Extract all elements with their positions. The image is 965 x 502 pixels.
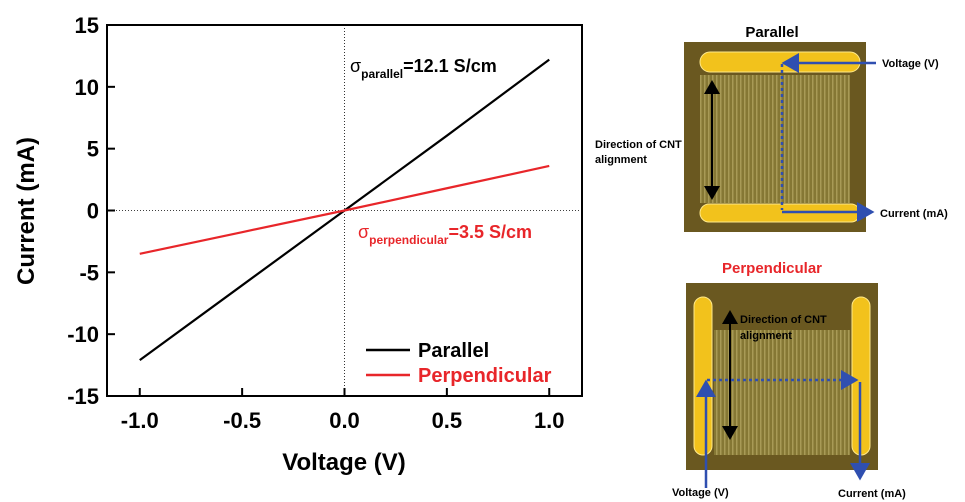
y-tick-label: -15 xyxy=(67,384,99,409)
annotation-subscript: parallel xyxy=(361,67,403,81)
voltage-label: Voltage (V) xyxy=(672,487,729,499)
direction-label: Direction of CNT xyxy=(595,139,682,151)
panel-title: Parallel xyxy=(745,24,798,41)
x-tick-label: 0.0 xyxy=(329,408,360,433)
legend-label: Parallel xyxy=(418,340,489,362)
legend-label: Perpendicular xyxy=(418,365,552,387)
annotation-symbol: σ xyxy=(350,56,361,76)
x-tick-label: -1.0 xyxy=(121,408,159,433)
current-label: Current (mA) xyxy=(838,488,906,500)
annotation-text: =12.1 S/cm xyxy=(403,56,497,76)
current-label: Current (mA) xyxy=(880,208,948,220)
cnt-film xyxy=(700,75,850,203)
x-axis-label: Voltage (V) xyxy=(282,449,406,476)
y-tick-label: 5 xyxy=(87,137,99,162)
y-tick-label: 0 xyxy=(87,199,99,224)
y-axis-label: Current (mA) xyxy=(13,137,40,285)
y-tick-label: 15 xyxy=(75,13,99,38)
annotation-subscript: perpendicular xyxy=(369,233,449,247)
y-tick-label: -10 xyxy=(67,322,99,347)
y-tick-label: 10 xyxy=(75,75,99,100)
annotation: σperpendicular=3.5 S/cm xyxy=(358,222,532,247)
annotation-symbol: σ xyxy=(358,222,369,242)
x-tick-label: -0.5 xyxy=(223,408,261,433)
direction-label: alignment xyxy=(740,330,792,342)
panel-title: Perpendicular xyxy=(722,260,822,277)
voltage-label: Voltage (V) xyxy=(882,58,939,70)
electrode xyxy=(693,296,713,456)
cnt-film xyxy=(714,330,850,455)
y-tick-label: -5 xyxy=(79,260,99,285)
series-line xyxy=(139,164,550,255)
direction-label: Direction of CNT xyxy=(740,314,827,326)
annotation: σparallel=12.1 S/cm xyxy=(350,56,497,81)
annotation-text: =3.5 S/cm xyxy=(448,222,532,242)
x-tick-label: 1.0 xyxy=(534,408,565,433)
x-tick-label: 0.5 xyxy=(432,408,463,433)
direction-label: alignment xyxy=(595,154,647,166)
